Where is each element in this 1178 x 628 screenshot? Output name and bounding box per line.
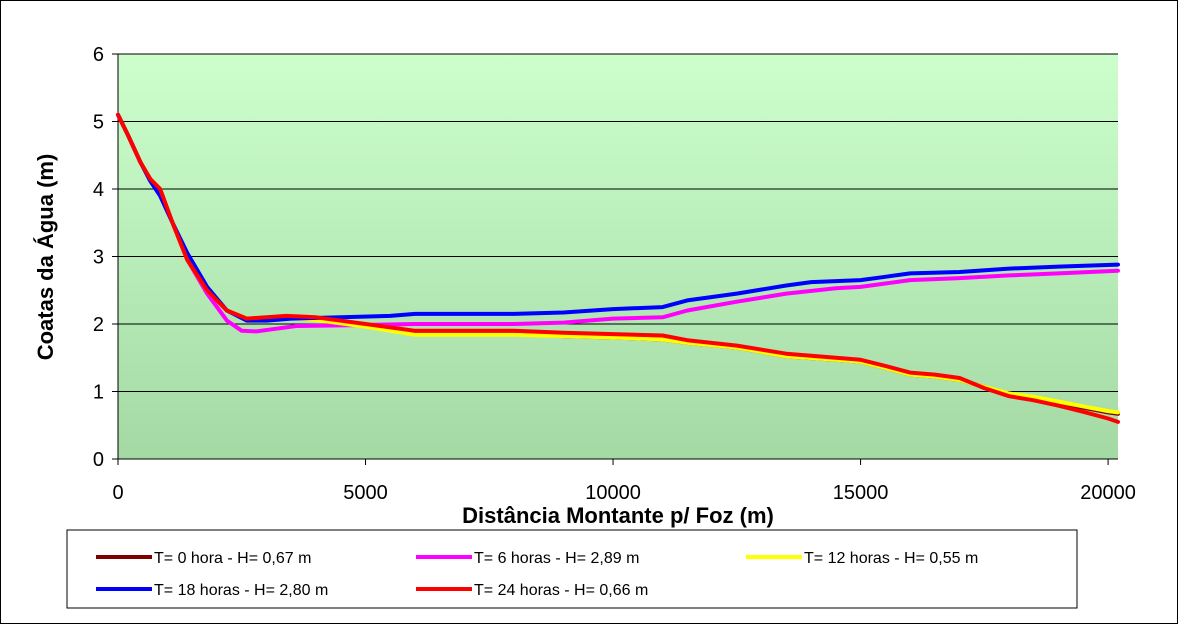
x-tick-label: 15000 <box>833 482 889 504</box>
legend-label-4: T= 18 horas - H= 2,80 m <box>154 582 328 599</box>
legend-label-5: T= 24 horas - H= 0,66 m <box>474 582 648 599</box>
tick-labels: 0 1 2 3 4 5 6 0 5000 10000 15000 20000 <box>93 44 1136 504</box>
y-tick-label: 1 <box>93 382 104 404</box>
legend-label-2: T= 6 horas - H= 2,89 m <box>474 550 639 567</box>
legend-box <box>66 529 1078 609</box>
y-tick-label: 4 <box>93 179 104 201</box>
y-tick-label: 3 <box>93 247 104 269</box>
y-axis-title: Coatas da Água (m) <box>33 154 58 361</box>
series-line-5 <box>116 112 1120 424</box>
legend: T= 0 hora - H= 0,67 m T= 6 horas - H= 2,8… <box>66 529 1078 609</box>
x-tick-label: 20000 <box>1080 482 1136 504</box>
grid-lines <box>118 53 1118 392</box>
y-tick-label: 5 <box>93 112 104 134</box>
x-tick-label: 10000 <box>585 482 641 504</box>
y-tick-label: 6 <box>93 44 104 66</box>
y-tick-label: 2 <box>93 314 104 336</box>
y-tick-label: 0 <box>93 449 104 471</box>
x-tick-label: 0 <box>112 482 123 504</box>
series-layer <box>116 112 1120 424</box>
legend-label-3: T= 12 horas - H= 0,55 m <box>804 550 978 567</box>
x-axis-title: Distância Montante p/ Foz (m) <box>462 503 774 528</box>
axes <box>112 53 1118 465</box>
legend-label-1: T= 0 hora - H= 0,67 m <box>154 550 311 567</box>
x-tick-label: 5000 <box>343 482 388 504</box>
